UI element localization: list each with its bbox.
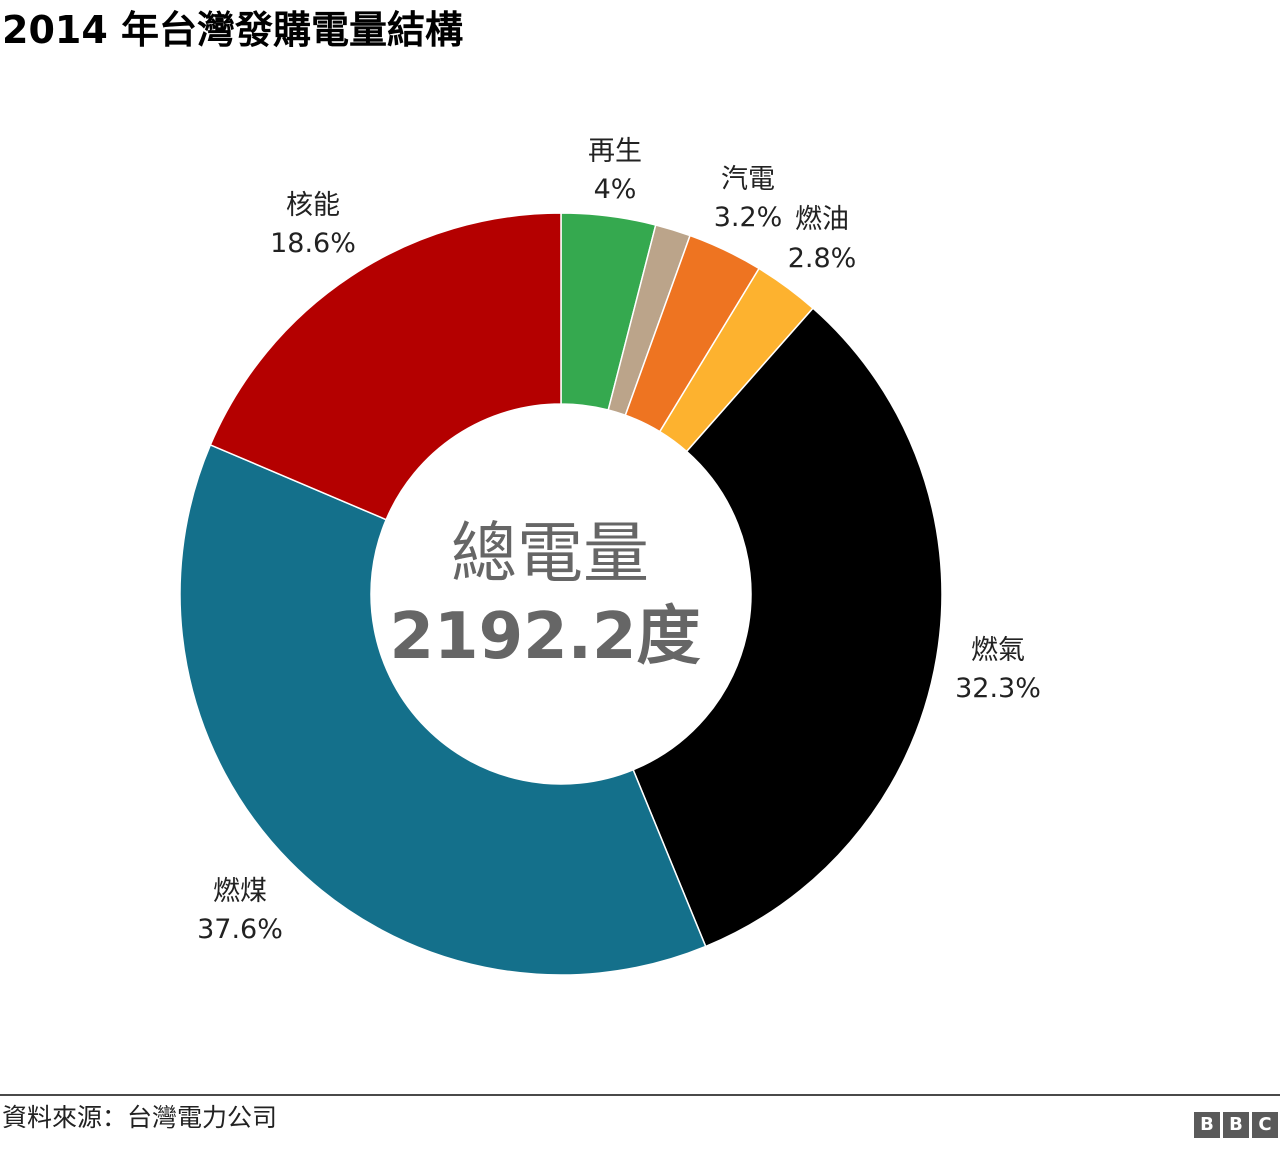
slice-value-label: 3.2% [714,202,783,233]
slice-value-label: 32.3% [955,673,1041,704]
donut-slice [179,443,707,976]
slice-value-label: 2.8% [788,243,857,274]
slice-value-label: 37.6% [197,914,283,945]
bbc-logo-letter: B [1194,1112,1220,1138]
center-value: 2192.2度 [390,600,701,674]
donut-slice [632,307,943,948]
donut-slice [209,212,562,521]
donut-slices [179,212,943,976]
slice-label: 汽電 [721,164,775,195]
slice-value-label: 4% [594,174,637,205]
slice-label: 再生 [588,136,642,167]
slice-label: 燃氣 [971,635,1025,666]
slice-label: 核能 [286,190,340,221]
slice-value-label: 18.6% [270,228,356,259]
center-label: 總電量 [451,515,649,592]
bbc-logo-letter: B [1223,1112,1249,1138]
bbc-logo-letter: C [1252,1112,1278,1138]
slice-labels: 再生 4% 汽電 3.2% 燃油 2.8% 燃氣 32.3% 燃煤 37.6% 核能 18.6% [197,136,1041,945]
slice-label: 燃油 [795,204,849,235]
slice-label: 燃煤 [213,876,267,907]
bbc-logo: B B C [1194,1112,1278,1138]
donut-chart: 再生 4% 汽電 3.2% 燃油 2.8% 燃氣 32.3% 燃煤 37.6% 核能 18.6% 總電… [179,136,1041,976]
chart-title: 2014 年台灣發購電量結構 [2,8,463,52]
footer-divider [0,1094,1280,1096]
source-note: 資料來源：台灣電力公司 [2,1103,278,1132]
